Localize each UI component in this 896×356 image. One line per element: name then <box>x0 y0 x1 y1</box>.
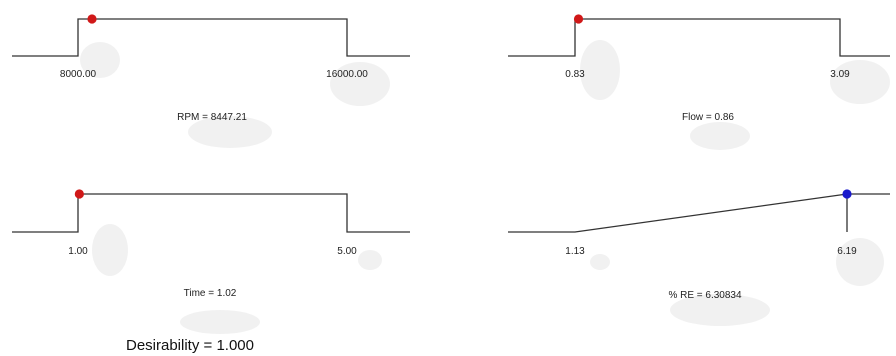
low-limit-tick-label: 1.13 <box>565 246 585 257</box>
background-smudges <box>80 40 890 334</box>
factor-setting-caption: % RE = 6.30834 <box>668 290 742 301</box>
current-setting-marker <box>74 189 84 199</box>
high-limit-tick-label: 5.00 <box>337 246 357 257</box>
high-limit-tick-label: 6.19 <box>837 246 857 257</box>
high-limit-tick-label: 16000.00 <box>326 69 368 80</box>
current-setting-marker <box>842 189 852 199</box>
high-limit-tick-label: 3.09 <box>830 69 850 80</box>
low-limit-tick-label: 1.00 <box>68 246 88 257</box>
current-setting-marker <box>87 14 97 24</box>
factor-panel: 8000.00 16000.00 RPM = 8447.21 <box>12 14 410 123</box>
factor-panel: 0.83 3.09 Flow = 0.86 <box>508 14 890 123</box>
factor-setting-caption: Time = 1.02 <box>184 288 237 299</box>
factor-setting-caption: RPM = 8447.21 <box>177 112 247 123</box>
desirability-curve <box>12 18 410 57</box>
current-setting-marker <box>573 14 584 24</box>
desirability-curve <box>508 193 890 233</box>
factor-panel: 1.13 6.19 % RE = 6.30834 <box>508 189 890 301</box>
low-limit-tick-label: 0.83 <box>565 69 585 80</box>
desirability-curve <box>508 18 890 57</box>
low-limit-tick-label: 8000.00 <box>60 69 97 80</box>
desirability-curve <box>12 193 410 233</box>
factor-panel: 1.00 5.00 Time = 1.02 <box>12 189 410 299</box>
desirability-label: Desirability = 1.000 <box>126 337 254 354</box>
factor-setting-caption: Flow = 0.86 <box>682 112 734 123</box>
